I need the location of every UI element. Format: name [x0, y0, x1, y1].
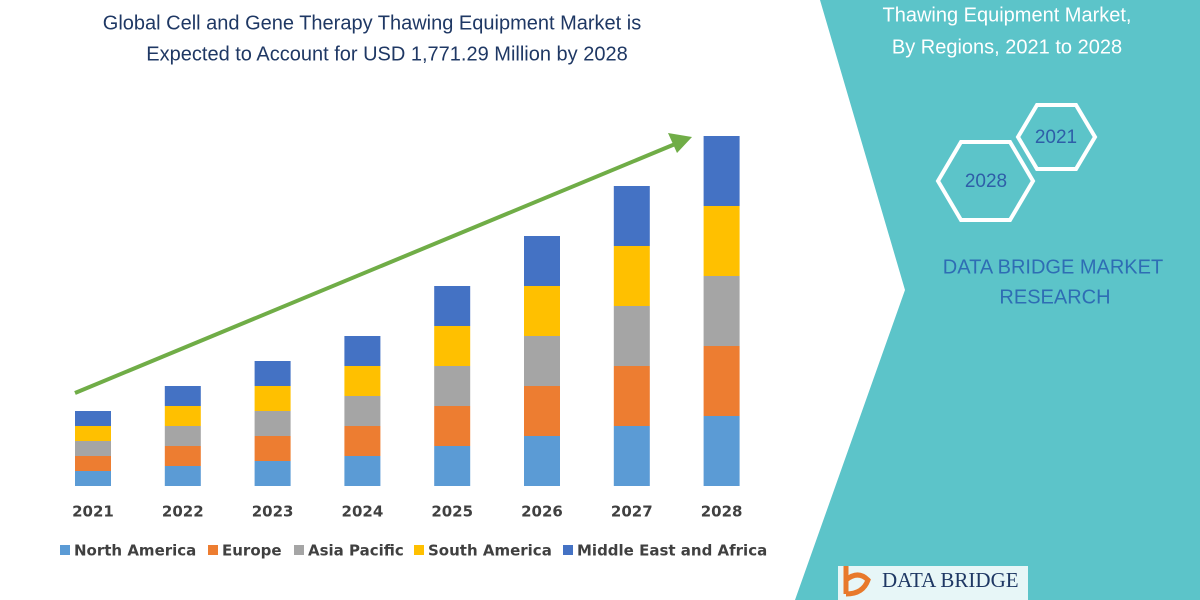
x-tick-label: 2024: [342, 503, 384, 521]
bar-segment: [164, 386, 201, 406]
plot: 2021 2022 2023 2024 2025 2026 2027 2028 North Am…: [60, 136, 767, 560]
bar-segment: [254, 461, 291, 486]
x-tick-label: 2028: [701, 503, 743, 521]
bar-segment: [524, 286, 560, 336]
bar-segment: [75, 441, 111, 456]
bar-segment: [524, 236, 560, 286]
bar-segment: [703, 346, 740, 416]
legend-label: North America: [74, 542, 196, 560]
bar-segment: [75, 471, 111, 486]
brand-text: DATA BRIDGE MARKET: [943, 256, 1163, 278]
legend-label: Middle East and Africa: [577, 542, 767, 560]
bar-segment: [613, 186, 650, 246]
x-tick-label: 2025: [431, 503, 473, 521]
bar-segment: [703, 276, 740, 346]
logo-text: DATA BRIDGE: [882, 568, 1019, 592]
hexagon: [1015, 103, 1098, 171]
x-tick-label: 2022: [162, 503, 204, 521]
legend-swatch: [294, 545, 304, 555]
panel-heading: Thawing Equipment Market,: [882, 4, 1131, 26]
bar-segment: [344, 396, 381, 426]
title-line: Expected to Account for USD 1,771.29 Mil…: [146, 43, 627, 65]
bar-segment: [75, 456, 111, 471]
bar-segment: [703, 416, 740, 486]
logo-box: [838, 566, 1028, 600]
bar-segment: [254, 386, 291, 411]
bar-segment: [524, 336, 560, 386]
bar-segment: [344, 366, 381, 396]
bar-segment: [164, 426, 201, 446]
trend-arrowhead: [668, 133, 692, 153]
bar-segment: [703, 206, 740, 276]
legend-swatch: [60, 545, 70, 555]
x-tick-label: 2027: [611, 503, 653, 521]
hexagon-label: 2028: [965, 171, 1007, 192]
legend-label: Asia Pacific: [308, 542, 404, 560]
bar-segment: [75, 411, 111, 426]
bar-segment: [524, 436, 560, 486]
bar-segment: [613, 306, 650, 366]
bar-segment: [164, 466, 201, 486]
bar-segment: [164, 446, 201, 466]
legend-swatch: [208, 545, 218, 555]
trend-arrow: [74, 140, 681, 395]
hexagon: [935, 140, 1036, 222]
bar-segment: [434, 286, 471, 326]
bar-segment: [434, 326, 471, 366]
hexagon-label: 2021: [1035, 127, 1077, 148]
bar-segment: [613, 246, 650, 306]
legend-label: Europe: [222, 542, 282, 560]
legend-swatch: [414, 545, 424, 555]
bar-segment: [344, 426, 381, 456]
brand-text: RESEARCH: [999, 286, 1110, 308]
bar-segment: [75, 426, 111, 441]
logo-mark: [843, 566, 871, 597]
bar-segment: [254, 361, 291, 386]
bar-segment: [613, 366, 650, 426]
bar-segment: [254, 436, 291, 461]
bar-segment: [703, 136, 740, 206]
bar-segment: [434, 406, 471, 446]
legend-swatch: [563, 545, 573, 555]
bar-segment: [344, 456, 381, 486]
x-tick-label: 2026: [521, 503, 563, 521]
bar-segment: [164, 406, 201, 426]
bar-segment: [344, 336, 381, 366]
legend-label: South America: [428, 542, 552, 560]
bar-segment: [434, 366, 471, 406]
title-line: Global Cell and Gene Therapy Thawing Equ…: [103, 12, 641, 34]
bar-segment: [254, 411, 291, 436]
panel-heading: By Regions, 2021 to 2028: [892, 36, 1122, 58]
x-tick-label: 2021: [72, 503, 114, 521]
bar-segment: [434, 446, 471, 486]
side-panel: [795, 0, 1200, 600]
x-tick-label: 2023: [252, 503, 294, 521]
bar-segment: [613, 426, 650, 486]
bar-segment: [524, 386, 560, 436]
